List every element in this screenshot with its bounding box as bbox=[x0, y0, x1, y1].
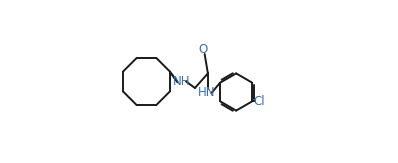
Text: Cl: Cl bbox=[253, 95, 265, 108]
Text: HN: HN bbox=[198, 86, 216, 99]
Text: NH: NH bbox=[173, 75, 191, 88]
Text: O: O bbox=[199, 43, 208, 56]
